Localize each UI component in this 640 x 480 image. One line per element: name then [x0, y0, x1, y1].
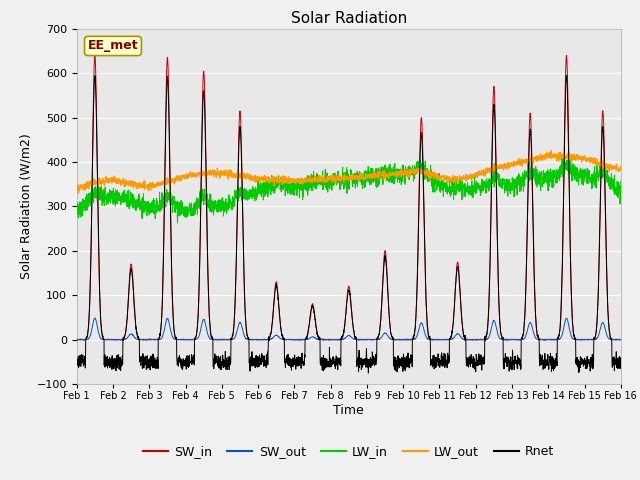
X-axis label: Time: Time: [333, 404, 364, 417]
Y-axis label: Solar Radiation (W/m2): Solar Radiation (W/m2): [20, 133, 33, 279]
Text: EE_met: EE_met: [88, 39, 138, 52]
Title: Solar Radiation: Solar Radiation: [291, 11, 407, 26]
Legend: SW_in, SW_out, LW_in, LW_out, Rnet: SW_in, SW_out, LW_in, LW_out, Rnet: [138, 440, 559, 463]
